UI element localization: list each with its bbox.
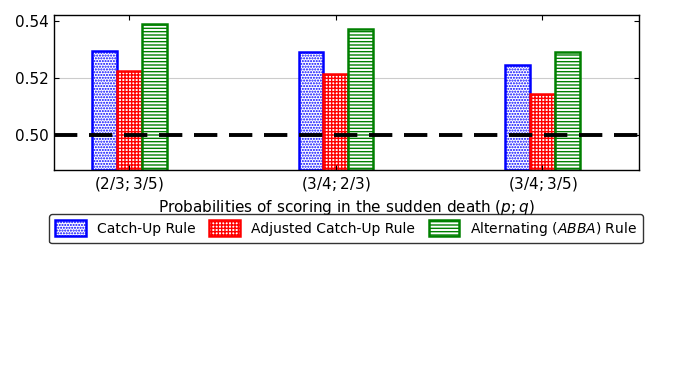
Bar — [348, 29, 373, 170]
Bar — [142, 24, 166, 170]
Bar — [299, 52, 323, 170]
Bar — [117, 71, 142, 170]
Bar — [92, 51, 117, 170]
Legend: Catch-Up Rule, Adjusted Catch-Up Rule, Alternating $(ABBA)$ Rule: Catch-Up Rule, Adjusted Catch-Up Rule, A… — [49, 214, 643, 243]
Bar — [555, 52, 580, 170]
Bar — [530, 94, 555, 170]
Bar — [323, 74, 348, 170]
X-axis label: Probabilities of scoring in the sudden death $(p; q)$: Probabilities of scoring in the sudden d… — [158, 198, 534, 217]
Bar — [506, 65, 530, 170]
